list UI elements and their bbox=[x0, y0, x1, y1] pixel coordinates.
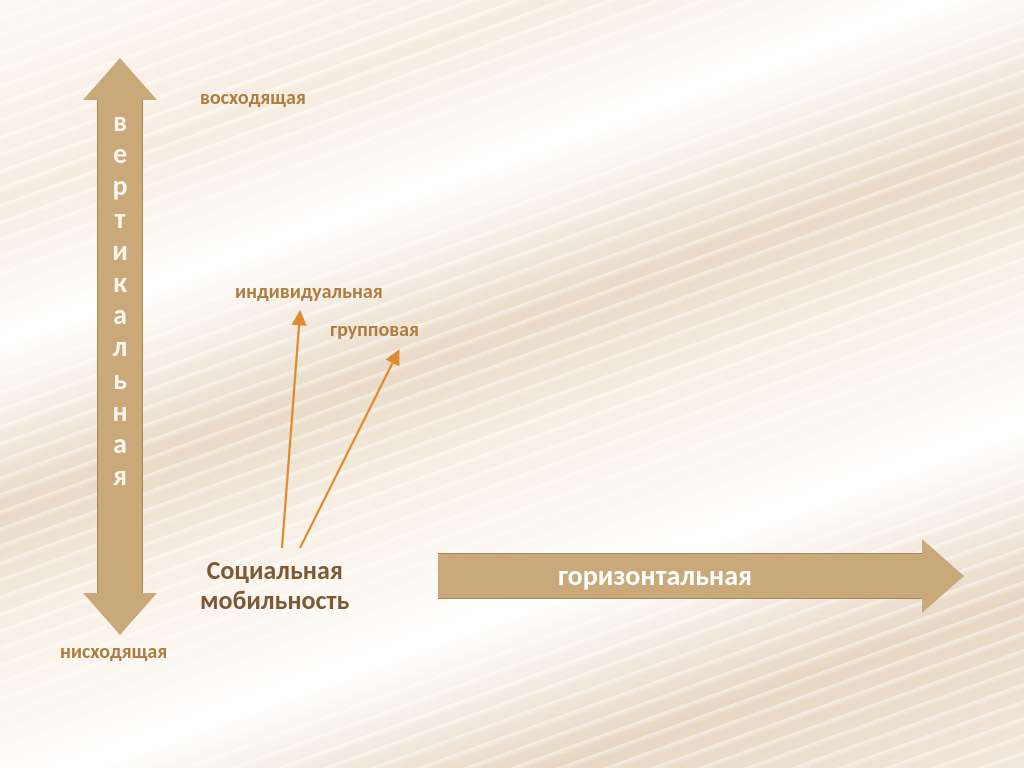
label-descending: нисходящая bbox=[60, 640, 167, 664]
arrow-down-icon bbox=[83, 593, 157, 635]
center-title-line2: мобильность bbox=[200, 586, 349, 616]
horizontal-arrow-label: горизонтальная bbox=[558, 558, 752, 593]
label-individual: индивидуальная bbox=[235, 280, 383, 304]
center-title: Социальная мобильность bbox=[200, 556, 349, 616]
diagram-canvas: вертикальная горизонтальная восходящая н… bbox=[0, 0, 1024, 768]
label-group: групповая bbox=[330, 318, 419, 342]
label-ascending: восходящая bbox=[200, 86, 306, 110]
arrow-up-icon bbox=[83, 58, 157, 100]
arrow-right-icon bbox=[922, 539, 964, 613]
center-title-line1: Социальная bbox=[200, 556, 349, 586]
vertical-arrow-label: вертикальная bbox=[97, 106, 143, 492]
